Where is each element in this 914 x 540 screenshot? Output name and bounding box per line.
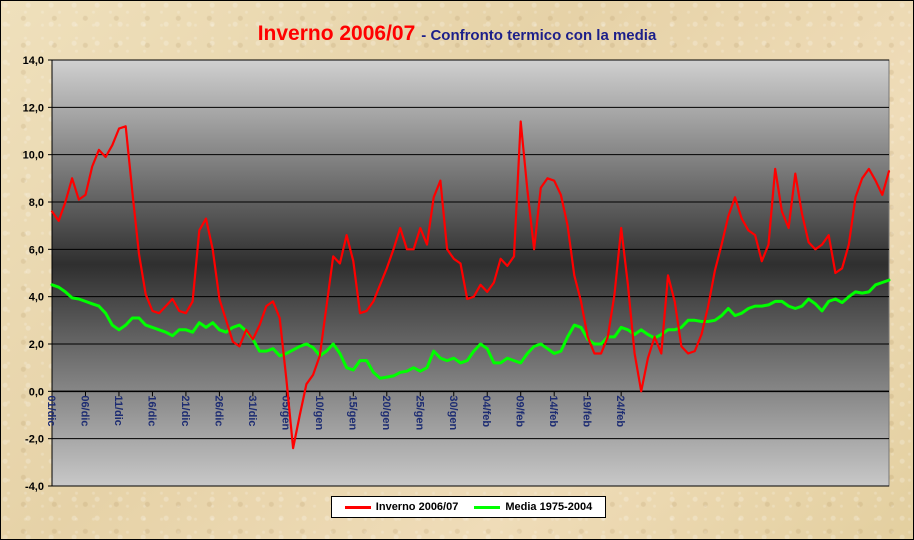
legend-item-series-1: Inverno 2006/07	[344, 501, 459, 513]
x-tick-label: 11/dic	[112, 395, 124, 426]
y-tick-label: 2,0	[29, 339, 44, 351]
x-tick-label: 19/feb	[581, 395, 593, 427]
y-tick-label: 0,0	[29, 386, 44, 398]
axes	[51, 60, 889, 486]
x-tick-label: 09/feb	[514, 395, 526, 427]
x-tick-label: 15/gen	[346, 395, 358, 430]
legend-label: Inverno 2006/07	[375, 501, 459, 513]
series-lines	[50, 120, 891, 450]
chart-legend: Inverno 2006/07 Media 1975-2004	[331, 496, 606, 518]
y-tick-label: 14,0	[23, 55, 44, 67]
x-tick-label: 06/dic	[78, 395, 90, 426]
x-tick-labels: 01/dic 06/dic 11/dic 16/dic 21/dic 26/dic 31/d…	[45, 391, 626, 430]
x-tick-label: 21/dic	[179, 395, 191, 426]
y-tick-label: 6,0	[29, 244, 44, 256]
legend-swatch	[474, 505, 501, 509]
x-tick-label: 25/gen	[413, 395, 425, 430]
x-tick-label: 31/dic	[246, 395, 258, 426]
series-line-inverno	[50, 120, 891, 450]
chart-title-sub: - Confronto termico con la media	[421, 27, 657, 44]
x-tick-label: 26/dic	[212, 395, 224, 426]
legend-swatch	[344, 505, 371, 509]
x-tick-label: 24/feb	[614, 395, 626, 427]
x-tick-label: 16/dic	[145, 395, 157, 426]
chart-title-main: Inverno 2006/07	[257, 22, 416, 45]
x-tick-label: 01/dic	[45, 395, 57, 426]
series-line-media	[50, 278, 891, 380]
y-tick-label: 12,0	[23, 102, 44, 114]
chart-title: Inverno 2006/07 - Confronto termico con l…	[0, 22, 914, 46]
y-tick-label: 8,0	[29, 197, 44, 209]
x-tick-label: 20/gen	[380, 395, 392, 430]
y-tick-label: -2,0	[25, 434, 44, 446]
x-tick-label: 14/feb	[547, 395, 559, 427]
plot-area	[51, 59, 890, 487]
x-tick-label: 30/gen	[447, 395, 459, 430]
x-tick-label: 04/feb	[480, 395, 492, 427]
legend-label: Media 1975-2004	[505, 501, 593, 513]
y-tick-label: 4,0	[29, 292, 44, 304]
y-tick-labels: -4,0 -2,0 0,0 2,0 4,0 6,0 8,0 10,0 12,0 14,0	[23, 55, 44, 493]
y-tick-label: 10,0	[23, 150, 44, 162]
legend-item-series-2: Media 1975-2004	[474, 501, 592, 513]
y-tick-label: -4,0	[25, 481, 44, 493]
x-tick-label: 10/gen	[313, 395, 325, 430]
